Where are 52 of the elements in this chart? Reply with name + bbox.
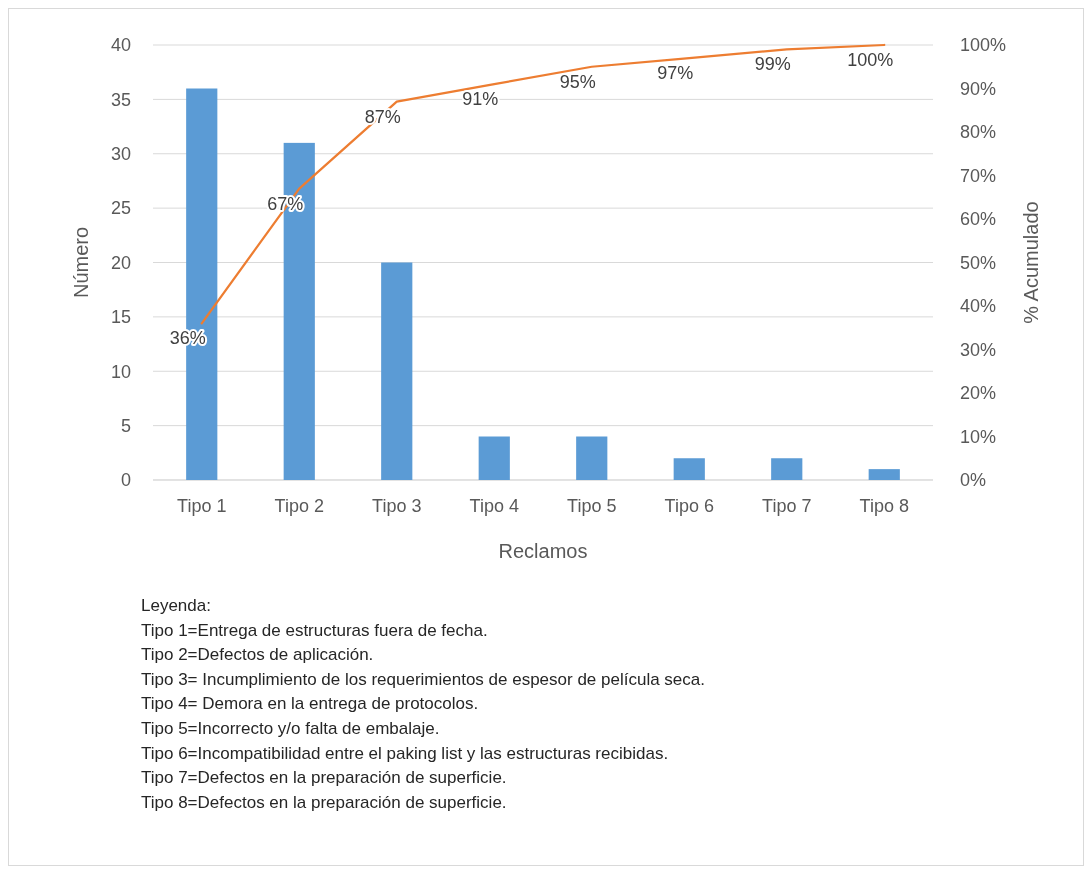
bar xyxy=(771,458,803,480)
y-tick-label: 5 xyxy=(120,415,131,436)
y2-tick-label: 90% xyxy=(960,78,997,99)
x-tick-label: Tipo 1 xyxy=(177,496,227,516)
data-label: 95% xyxy=(559,71,596,92)
y-tick-label: 35 xyxy=(110,89,131,110)
data-label: 99% xyxy=(754,54,791,75)
data-label: 67% xyxy=(267,193,304,214)
text: Tipo 6=Incompatibilidad entre el paking list y las estructuras recibidas. xyxy=(141,743,669,763)
text: Tipo 3= Incumplimiento de los requerimientos de espesor de película seca. xyxy=(141,669,705,689)
x-tick-label: Tipo 7 xyxy=(762,496,812,516)
y2-tick-label: 100% xyxy=(960,35,1007,56)
data-label: 100% xyxy=(847,50,894,70)
text: Tipo 1=Entrega de estructuras fuera de fecha. xyxy=(141,620,488,640)
y-tick-label: 40 xyxy=(110,35,131,56)
x-tick-label: Tipo 8 xyxy=(859,496,909,516)
y2-tick-label: 50% xyxy=(960,252,997,273)
text: Tipo 4= Demora en la entrega de protocolos. xyxy=(141,694,479,714)
y-tick-label: 30 xyxy=(110,144,131,165)
x-axis-title: Reclamos xyxy=(498,540,588,562)
x-tick-label: Tipo 2 xyxy=(274,496,324,516)
data-label: 91% xyxy=(462,89,499,110)
y2-tick-label: 80% xyxy=(960,122,997,143)
y-tick-label: 20 xyxy=(110,252,131,273)
x-tick-label: Tipo 6 xyxy=(664,496,714,516)
bar xyxy=(381,262,413,480)
y2-tick-label: 10% xyxy=(960,426,997,447)
y-tick-label: 25 xyxy=(110,198,131,219)
bar xyxy=(576,436,608,480)
bar xyxy=(868,469,900,480)
text: Tipo 2=Defectos de aplicación. xyxy=(141,645,374,665)
text: Tipo 5=Incorrecto y/o falta de embalaje. xyxy=(141,719,440,738)
y-axis-title: Número xyxy=(70,226,92,299)
text: Leyenda: xyxy=(141,596,211,615)
bar xyxy=(673,458,705,480)
text: Tipo 7=Defectos en la preparación de superficie. xyxy=(141,768,507,788)
x-tick-label: Tipo 3 xyxy=(372,496,422,516)
x-tick-label: Tipo 4 xyxy=(469,496,519,516)
y2-axis-title: % Acumulado xyxy=(1020,201,1042,324)
bar xyxy=(478,436,510,480)
y2-tick-label: 60% xyxy=(960,209,997,230)
y-tick-label: 15 xyxy=(110,307,131,328)
text: Tipo 8=Defectos en la preparación de superficie. xyxy=(141,792,507,812)
y2-tick-label: 0% xyxy=(960,470,987,491)
y-tick-label: 10 xyxy=(110,361,131,382)
y2-tick-label: 20% xyxy=(960,383,997,404)
x-tick-label: Tipo 5 xyxy=(567,496,617,516)
y2-tick-label: 70% xyxy=(960,165,997,186)
y2-tick-label: 30% xyxy=(960,339,997,360)
y2-tick-label: 40% xyxy=(960,296,997,317)
data-label: 97% xyxy=(657,63,694,84)
y-tick-label: 0 xyxy=(120,470,131,491)
